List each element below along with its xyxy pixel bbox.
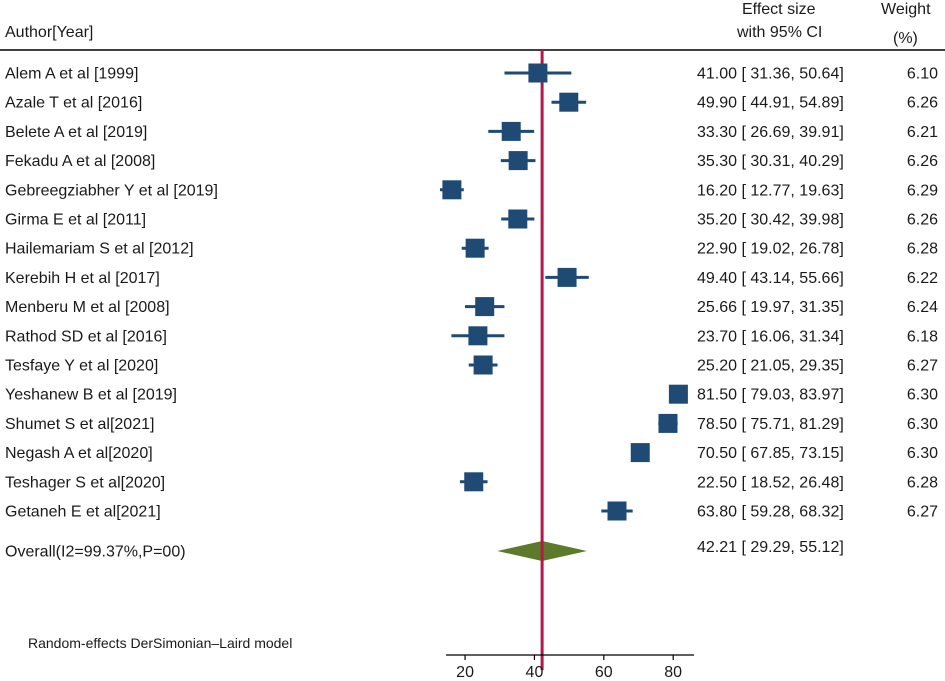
study-weight-text: 6.30 [907, 416, 938, 433]
study-weight-text: 6.26 [907, 95, 938, 112]
study-author-label: Teshager S et al[2020] [5, 474, 165, 491]
study-weight-text: 6.28 [907, 474, 938, 491]
study-effect-marker [473, 355, 493, 375]
study-effect-marker [528, 63, 548, 83]
study-ci-text: 16.20 [ 12.77, 19.63] [697, 182, 844, 199]
model-footnote: Random-effects DerSimonian–Laird model [28, 635, 292, 651]
study-ci-text: 35.20 [ 30.42, 39.98] [697, 212, 844, 229]
x-axis-tick-label: 80 [664, 664, 682, 681]
study-ci-text: 78.50 [ 75.71, 81.29] [697, 416, 844, 433]
study-author-label: Fekadu A et al [2008] [5, 153, 155, 170]
study-ci-text: 49.90 [ 44.91, 54.89] [697, 95, 844, 112]
study-ci-text: 49.40 [ 43.14, 55.66] [697, 270, 844, 287]
study-effect-marker [658, 413, 678, 433]
study-author-label: Gebreegziabher Y et al [2019] [5, 182, 218, 199]
study-ci-text: 81.50 [ 79.03, 83.97] [697, 387, 844, 404]
study-ci-text: 33.30 [ 26.69, 39.91] [697, 124, 844, 141]
study-ci-text: 25.20 [ 21.05, 29.35] [697, 358, 844, 375]
study-author-label: Kerebih H et al [2017] [5, 270, 160, 287]
study-ci-text: 63.80 [ 59.28, 68.32] [697, 504, 844, 521]
study-weight-text: 6.27 [907, 358, 938, 375]
study-weight-text: 6.10 [907, 66, 938, 83]
study-effect-marker [508, 151, 528, 171]
study-author-label: Belete A et al [2019] [5, 124, 147, 141]
header-author: Author[Year] [5, 24, 94, 41]
study-effect-marker [557, 267, 577, 287]
x-axis-tick-label: 20 [456, 664, 474, 681]
study-author-label: Yeshanew B et al [2019] [5, 387, 177, 404]
study-author-label: Shumet S et al[2021] [5, 416, 154, 433]
study-author-label: Tesfaye Y et al [2020] [5, 358, 158, 375]
study-ci-text: 22.90 [ 19.02, 26.78] [697, 241, 844, 258]
study-weight-text: 6.30 [907, 387, 938, 404]
header-weight-unit: (%) [893, 30, 918, 47]
study-author-label: Hailemariam S et al [2012] [5, 241, 194, 258]
study-ci-text: 23.70 [ 16.06, 31.34] [697, 328, 844, 345]
study-weight-text: 6.24 [907, 299, 938, 316]
study-weight-text: 6.26 [907, 212, 938, 229]
study-weight-text: 6.21 [907, 124, 938, 141]
study-effect-marker [508, 209, 528, 229]
study-weight-text: 6.30 [907, 445, 938, 462]
header-effect-size: Effect size [742, 1, 816, 18]
study-weight-text: 6.28 [907, 241, 938, 258]
study-author-label: Getaneh E et al[2021] [5, 504, 161, 521]
study-ci-text: 35.30 [ 30.31, 40.29] [697, 153, 844, 170]
x-axis-tick-label: 40 [526, 664, 544, 681]
study-weight-text: 6.27 [907, 504, 938, 521]
overall-label: Overall(I2=99.37%,P=00) [5, 544, 186, 561]
study-effect-marker [468, 326, 488, 346]
study-weight-text: 6.26 [907, 153, 938, 170]
study-ci-text: 41.00 [ 31.36, 50.64] [697, 66, 844, 83]
study-effect-marker [559, 92, 579, 112]
study-effect-marker [607, 501, 627, 521]
study-weight-text: 6.29 [907, 182, 938, 199]
study-ci-text: 70.50 [ 67.85, 73.15] [697, 445, 844, 462]
overall-ci-text: 42.21 [ 29.29, 55.12] [697, 539, 844, 556]
header-ci: with 95% CI [737, 24, 823, 41]
study-author-label: Negash A et al[2020] [5, 445, 153, 462]
study-effect-marker [465, 238, 485, 258]
study-effect-marker [501, 121, 521, 141]
study-author-label: Menberu M et al [2008] [5, 299, 170, 316]
study-effect-marker [630, 443, 650, 463]
study-weight-text: 6.18 [907, 328, 938, 345]
study-author-label: Alem A et al [1999] [5, 66, 138, 83]
study-author-label: Azale T et al [2016] [5, 95, 142, 112]
study-effect-marker [668, 384, 688, 404]
x-axis-tick-label: 60 [595, 664, 613, 681]
study-weight-text: 6.22 [907, 270, 938, 287]
study-author-label: Girma E et al [2011] [5, 212, 146, 229]
study-effect-marker [475, 297, 495, 317]
study-ci-text: 25.66 [ 19.97, 31.35] [697, 299, 844, 316]
study-effect-marker [464, 472, 484, 492]
header-weight: Weight [881, 1, 931, 18]
study-author-label: Rathod SD et al [2016] [5, 328, 167, 345]
study-ci-text: 22.50 [ 18.52, 26.48] [697, 474, 844, 491]
study-effect-marker [442, 180, 462, 200]
